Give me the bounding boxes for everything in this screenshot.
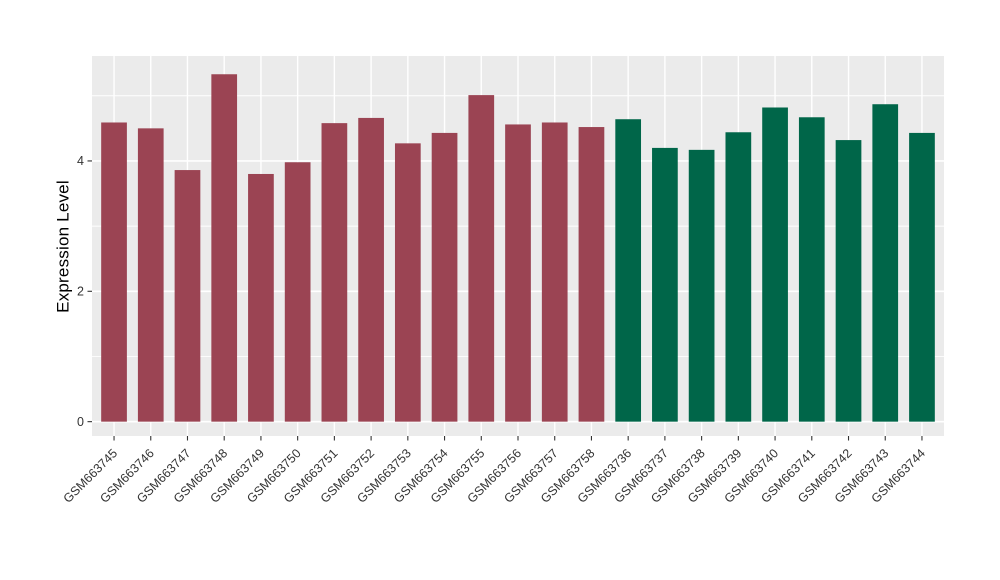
y-tick-label: 0 bbox=[77, 415, 84, 429]
bar-GSM663747 bbox=[174, 170, 201, 422]
bar-GSM663745 bbox=[101, 122, 127, 422]
bar-GSM663752 bbox=[358, 117, 384, 422]
bar-GSM663741 bbox=[798, 117, 825, 422]
bar-GSM663737 bbox=[652, 147, 678, 422]
y-tick-label: 4 bbox=[77, 154, 84, 168]
y-tick-label: 2 bbox=[77, 285, 84, 299]
bar-GSM663744 bbox=[909, 132, 935, 422]
bar-GSM663753 bbox=[394, 143, 421, 422]
bar-GSM663757 bbox=[541, 122, 568, 422]
bar-GSM663738 bbox=[688, 149, 715, 422]
bar-GSM663756 bbox=[505, 124, 531, 422]
bar-GSM663740 bbox=[762, 107, 788, 422]
bar-GSM663739 bbox=[725, 132, 752, 422]
bar-GSM663758 bbox=[578, 127, 605, 422]
bar-GSM663750 bbox=[284, 162, 311, 422]
bar-GSM663742 bbox=[835, 140, 862, 422]
bar-GSM663749 bbox=[248, 173, 274, 422]
bar-GSM663748 bbox=[211, 74, 238, 422]
bar-GSM663754 bbox=[431, 132, 458, 422]
bar-GSM663755 bbox=[468, 95, 495, 422]
bar-GSM663746 bbox=[137, 128, 164, 422]
y-axis-title: Expression Level bbox=[53, 180, 73, 313]
bar-GSM663736 bbox=[615, 119, 642, 422]
bar-GSM663751 bbox=[321, 123, 348, 422]
bar-GSM663743 bbox=[872, 104, 899, 422]
